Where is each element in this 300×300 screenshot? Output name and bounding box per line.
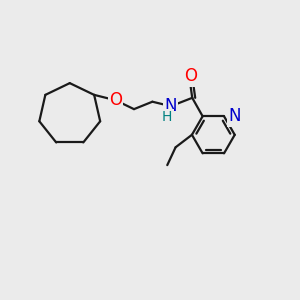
Text: N: N <box>229 107 241 125</box>
Text: O: O <box>109 91 122 109</box>
Text: N: N <box>165 97 177 115</box>
Text: H: H <box>162 110 172 124</box>
Text: O: O <box>184 68 197 85</box>
